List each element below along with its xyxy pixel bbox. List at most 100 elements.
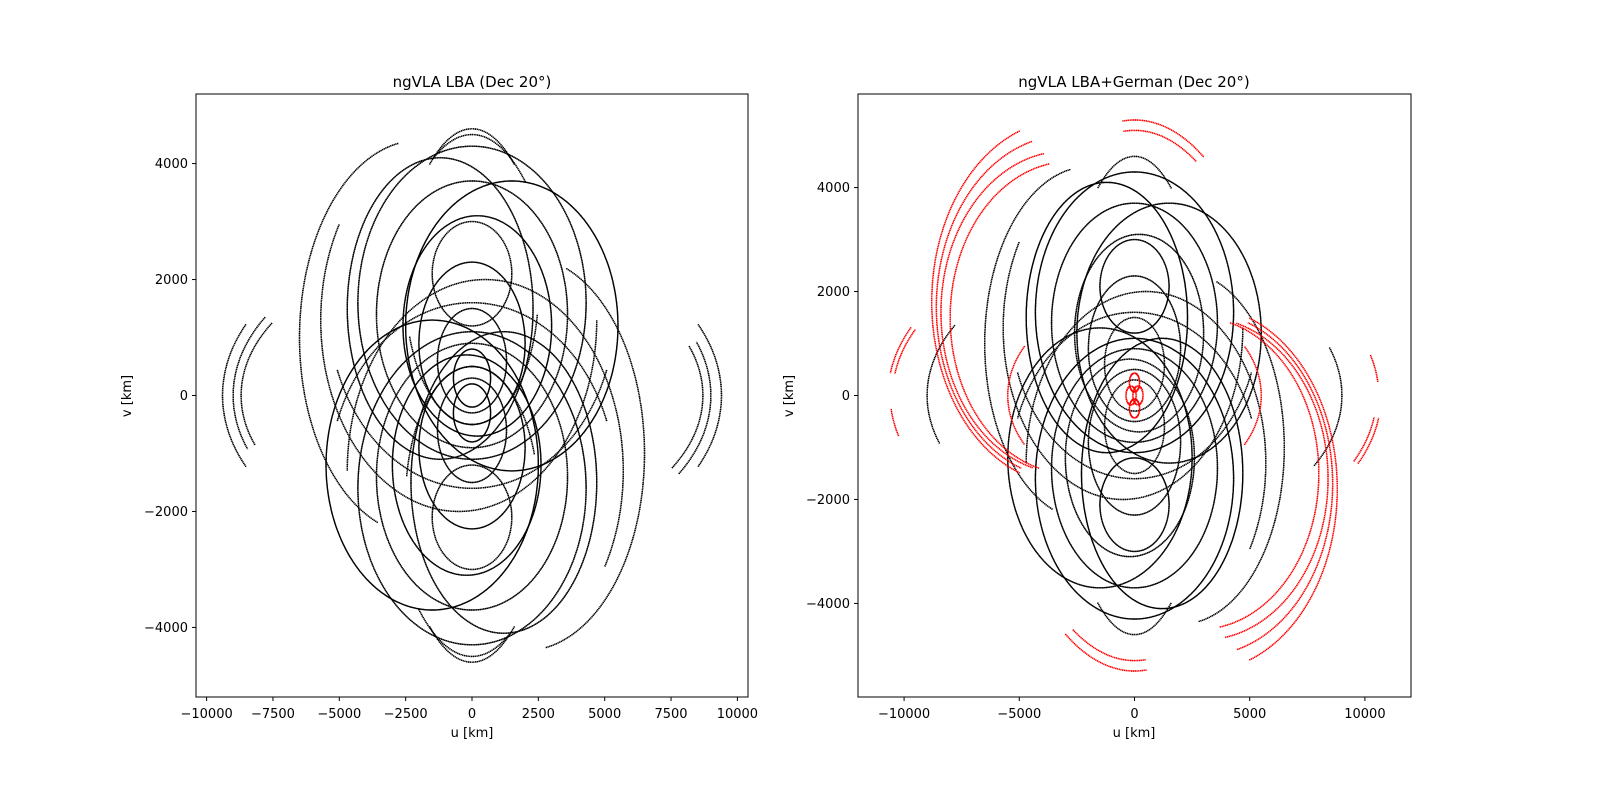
right-plot-area xyxy=(889,119,1380,672)
uv-track-conjugate xyxy=(1073,233,1205,433)
left-axes-frame xyxy=(195,93,749,698)
x-tick-label: 7500 xyxy=(654,707,687,722)
uv-track-conjugate xyxy=(1128,372,1141,393)
uv-track xyxy=(391,354,542,576)
uv-track-conjugate xyxy=(1087,275,1182,423)
y-tick-label: 2000 xyxy=(817,285,850,300)
uv-track xyxy=(1087,368,1182,516)
uv-track xyxy=(1072,629,1147,662)
uv-track xyxy=(1128,372,1141,393)
uv-track xyxy=(1103,379,1166,475)
uv-track xyxy=(1064,633,1147,672)
uv-track-conjugate xyxy=(432,133,526,183)
series-0-tracks xyxy=(221,128,723,663)
uv-track-conjugate xyxy=(1064,633,1147,672)
uv-track xyxy=(346,157,534,460)
x-tick-label: 10000 xyxy=(717,707,758,722)
y-tick-label: −4000 xyxy=(144,621,188,636)
uv-track-conjugate xyxy=(1225,322,1329,639)
left-plot-area xyxy=(221,128,723,663)
right-panel: ngVLA LBA+German (Dec 20°) −10000 −5000 0 5… xyxy=(782,73,1412,741)
uv-track-conjugate xyxy=(1050,202,1219,443)
uv-track-conjugate xyxy=(1249,317,1338,661)
uv-track-conjugate xyxy=(409,314,538,426)
y-tick-label: −2000 xyxy=(806,493,850,508)
uv-track-conjugate xyxy=(1122,119,1205,158)
uv-track xyxy=(1243,345,1262,446)
uv-track xyxy=(1080,337,1244,610)
right-x-ticks: −10000 −5000 0 5000 10000 xyxy=(878,697,1386,722)
uv-track-conjugate xyxy=(671,345,704,469)
uv-track-conjugate xyxy=(1103,316,1166,412)
uv-track xyxy=(1198,280,1285,623)
uv-track xyxy=(1025,290,1267,550)
y-tick-label: −4000 xyxy=(806,597,850,612)
uv-track xyxy=(678,341,712,475)
uv-track-conjugate xyxy=(1128,398,1141,419)
uv-track xyxy=(1132,385,1144,406)
x-tick-label: −10000 xyxy=(878,707,930,722)
right-chart-title: ngVLA LBA+German (Dec 20°) xyxy=(1018,73,1249,91)
x-tick-label: −7500 xyxy=(251,707,295,722)
uv-track-conjugate xyxy=(1313,347,1343,467)
uv-track-conjugate xyxy=(375,180,569,449)
uv-track xyxy=(697,324,723,467)
uv-track-conjugate xyxy=(931,130,1020,474)
y-tick-label: 4000 xyxy=(155,157,188,172)
x-tick-label: −2500 xyxy=(384,707,428,722)
uv-track-conjugate xyxy=(1096,155,1173,189)
x-tick-label: 10000 xyxy=(1344,707,1385,722)
uv-track-conjugate xyxy=(889,326,912,374)
uv-track xyxy=(1096,602,1173,636)
uv-track xyxy=(926,324,956,444)
uv-track-conjugate xyxy=(1025,181,1189,454)
uv-track-conjugate xyxy=(1007,345,1026,446)
x-tick-label: 5000 xyxy=(588,707,621,722)
x-tick-label: 0 xyxy=(468,707,476,722)
x-tick-label: 5000 xyxy=(1233,707,1266,722)
uv-track xyxy=(1050,348,1219,589)
uv-track xyxy=(240,322,273,446)
uv-track xyxy=(375,342,569,611)
uv-track xyxy=(410,331,598,634)
x-tick-label: −10000 xyxy=(180,707,232,722)
uv-track-conjugate xyxy=(949,163,1050,469)
uv-track xyxy=(889,326,912,374)
uv-track-conjugate xyxy=(240,322,273,446)
left-x-axis-label: u [km] xyxy=(451,726,494,741)
uv-track-conjugate xyxy=(428,128,516,165)
uv-track xyxy=(452,383,492,443)
uv-track xyxy=(1357,417,1380,465)
left-y-axis-label: v [km] xyxy=(120,375,135,417)
uv-track-conjugate xyxy=(298,142,399,524)
uv-track-conjugate xyxy=(1002,241,1244,501)
uv-track-conjugate xyxy=(926,324,956,444)
uv-track-conjugate xyxy=(402,215,553,437)
x-tick-label: −5000 xyxy=(997,707,1041,722)
uv-track xyxy=(940,152,1044,469)
uv-track-conjugate xyxy=(1099,238,1170,334)
uv-track-conjugate xyxy=(418,261,526,426)
uv-track xyxy=(1016,311,1253,419)
uv-track-conjugate xyxy=(1369,354,1379,382)
uv-track xyxy=(1313,347,1343,467)
right-axes-frame xyxy=(857,93,1412,698)
uv-track xyxy=(890,409,900,437)
uv-track-conjugate xyxy=(1125,385,1137,406)
y-tick-label: −2000 xyxy=(144,505,188,520)
left-chart-title: ngVLA LBA (Dec 20°) xyxy=(393,73,552,91)
uv-track xyxy=(1007,327,1193,589)
y-tick-label: 4000 xyxy=(817,181,850,196)
uv-track-conjugate xyxy=(1122,129,1197,162)
uv-track-conjugate xyxy=(940,152,1044,469)
uv-track-conjugate xyxy=(452,348,492,408)
uv-track-conjugate xyxy=(405,180,619,472)
y-tick-label: 0 xyxy=(180,389,188,404)
uv-track xyxy=(336,369,608,489)
uv-track-conjugate xyxy=(1076,202,1262,464)
uv-track xyxy=(1122,119,1205,158)
uv-track-conjugate xyxy=(336,302,608,422)
left-x-ticks: −10000 −7500 −5000 −2500 0 2500 5000 7500 10000 xyxy=(180,697,758,722)
uv-track xyxy=(418,365,526,530)
